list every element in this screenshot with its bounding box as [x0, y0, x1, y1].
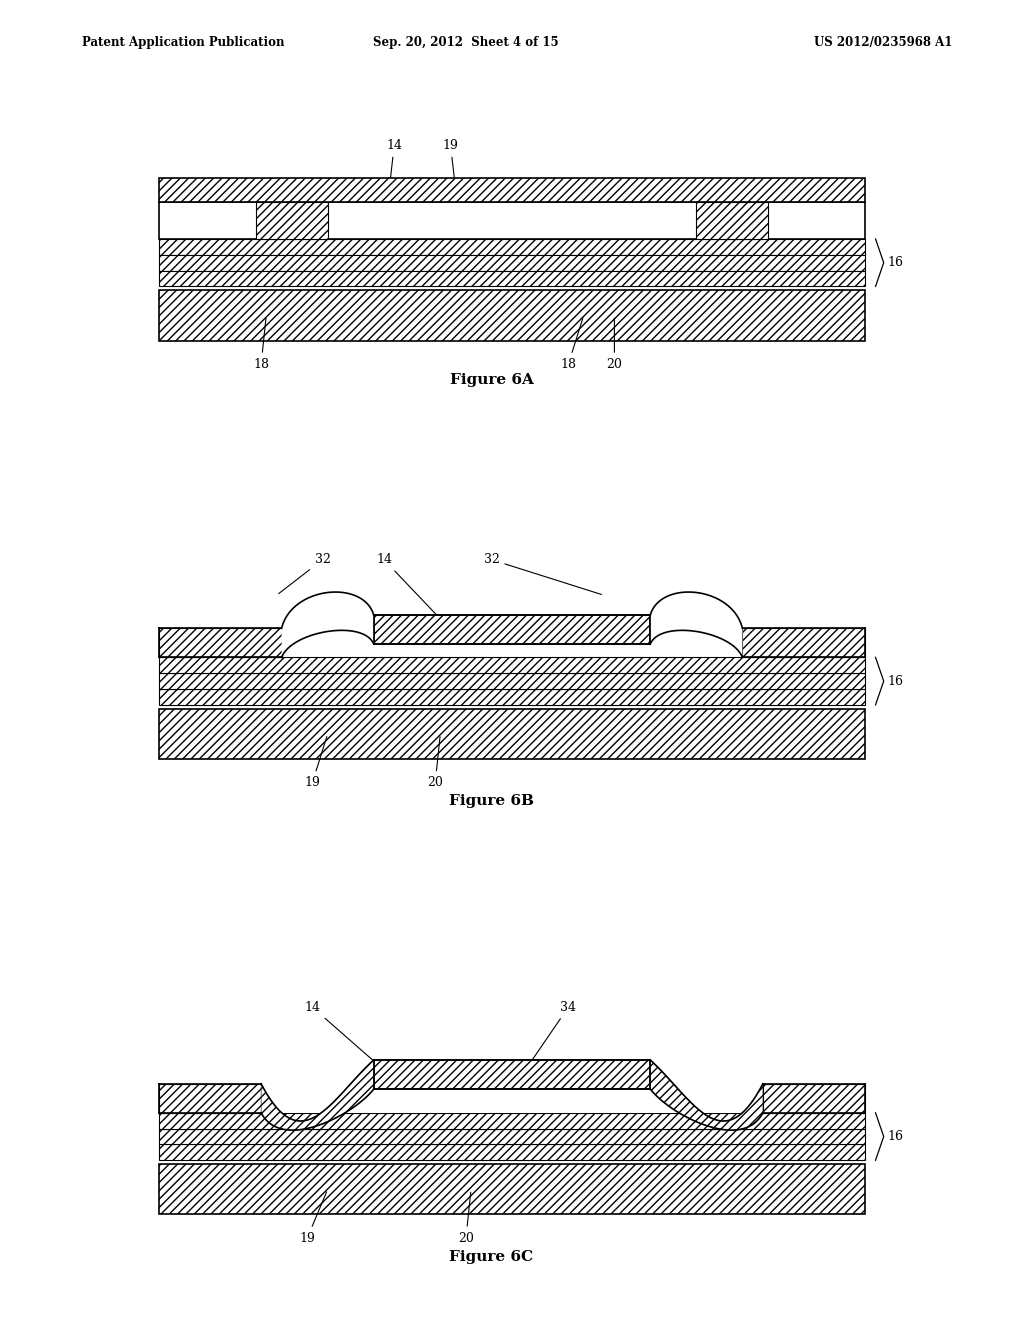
Text: 19: 19 — [304, 737, 327, 789]
Text: 16: 16 — [888, 1130, 904, 1143]
Bar — [159, 1144, 865, 1160]
Text: Figure 6A: Figure 6A — [450, 374, 534, 387]
Bar — [159, 202, 865, 239]
Polygon shape — [650, 593, 742, 657]
Text: 18: 18 — [560, 318, 583, 371]
Text: 14: 14 — [304, 1001, 387, 1073]
Bar — [159, 709, 865, 759]
Bar — [159, 689, 865, 705]
Bar — [159, 271, 865, 286]
Bar — [159, 255, 865, 271]
Bar — [374, 615, 650, 644]
Text: 19: 19 — [442, 139, 459, 187]
Text: Figure 6B: Figure 6B — [449, 795, 535, 808]
Text: Patent Application Publication: Patent Application Publication — [82, 36, 285, 49]
Bar — [159, 290, 865, 341]
Text: 14: 14 — [376, 553, 449, 627]
Text: 16: 16 — [888, 675, 904, 688]
Text: 34: 34 — [524, 1001, 577, 1072]
Bar — [159, 239, 865, 255]
Bar — [159, 657, 865, 673]
Text: 20: 20 — [606, 318, 623, 371]
Bar — [159, 1113, 865, 1129]
Bar — [159, 178, 865, 202]
Text: 32: 32 — [483, 553, 601, 594]
Bar — [742, 628, 865, 657]
Text: 18: 18 — [253, 318, 269, 371]
Text: Figure 6C: Figure 6C — [450, 1250, 534, 1263]
Bar — [763, 1084, 865, 1113]
Bar — [696, 202, 768, 239]
Text: 20: 20 — [427, 737, 443, 789]
Bar — [374, 1060, 650, 1089]
Bar — [261, 1111, 763, 1113]
Text: 19: 19 — [299, 1192, 327, 1245]
Bar — [159, 1129, 865, 1144]
Text: 20: 20 — [458, 1192, 474, 1245]
Bar — [159, 1084, 261, 1113]
Polygon shape — [650, 1060, 763, 1130]
Text: US 2012/0235968 A1: US 2012/0235968 A1 — [814, 36, 952, 49]
Polygon shape — [282, 593, 374, 657]
Bar — [159, 673, 865, 689]
Text: 14: 14 — [386, 139, 402, 187]
Polygon shape — [261, 1060, 374, 1130]
Text: 32: 32 — [279, 553, 331, 594]
Bar — [159, 1164, 865, 1214]
Text: 16: 16 — [888, 256, 904, 269]
Bar — [256, 202, 328, 239]
Bar — [159, 628, 282, 657]
Text: Sep. 20, 2012  Sheet 4 of 15: Sep. 20, 2012 Sheet 4 of 15 — [373, 36, 559, 49]
